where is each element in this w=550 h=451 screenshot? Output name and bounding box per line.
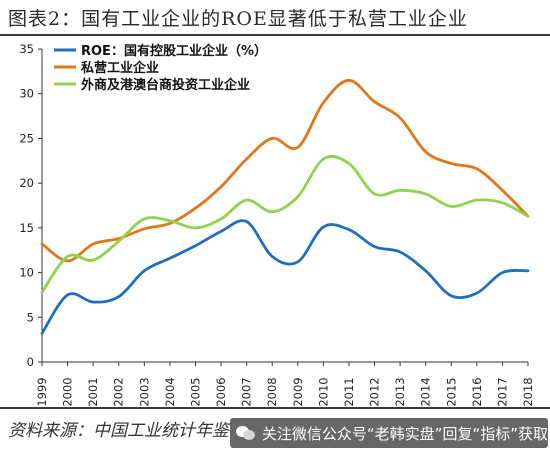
y-tick-label: 30 [19,87,34,101]
x-tick-label: 2006 [214,377,228,406]
y-tick-label: 35 [19,42,34,56]
y-tick-label: 10 [19,266,34,280]
y-tick-label: 0 [27,355,34,369]
x-tick-label: 2009 [291,377,305,406]
x-tick-label: 2007 [240,377,254,406]
title-divider [0,34,550,36]
y-tick-label: 5 [27,310,34,324]
x-tick-label: 2000 [61,377,75,406]
chart-title: 图表2：国有工业企业的ROE显著低于私营工业企业 [8,8,468,30]
legend-label-2: 私营工业企业 [81,60,159,76]
footer-divider [0,407,550,409]
watermark-banner: 关注微信公众号“老韩实盘”回复“指标”获取 [230,418,548,448]
legend-label-3: 外商及港澳台商投资工业企业 [80,77,250,93]
x-tick-label: 2017 [495,377,509,406]
x-tick-label: 2005 [188,377,202,406]
x-tick-label: 2016 [470,377,484,406]
x-tick-label: 1999 [35,377,49,406]
source-note: 资料来源：中国工业统计年鉴 [8,421,229,441]
series-line-3 [40,155,530,294]
x-tick-label: 2014 [419,377,433,406]
series-line-2 [40,78,530,263]
y-tick-label: 20 [19,176,34,190]
x-tick-label: 2012 [368,377,382,406]
x-tick-label: 2015 [444,377,458,406]
x-tick-label: 2004 [163,377,177,406]
line-chart: 0 5 10 15 20 25 30 35 1999 2000 2001 2002 2003 2004 20… [19,42,535,406]
x-tick-label: 2010 [316,377,330,406]
x-tick-label: 2002 [112,377,126,406]
watermark-text: 关注微信公众号“老韩实盘”回复“指标”获取 [261,424,548,443]
wechat-icon [236,425,255,441]
y-tick-label: 15 [19,221,34,235]
x-tick-label: 2011 [342,377,356,406]
x-tick-label: 2008 [265,377,279,406]
series-line-1 [40,219,530,335]
x-tick-label: 2018 [521,377,535,406]
x-tick-label: 2013 [393,377,407,406]
y-tick-label: 25 [19,131,34,145]
chart-series [40,78,530,335]
chart-axes: 0 5 10 15 20 25 30 35 1999 2000 2001 2002 2003 2004 20… [19,42,535,406]
x-tick-label: 2003 [137,377,151,406]
x-tick-label: 2001 [86,377,100,406]
legend-label-1: ROE：国有控股工业企业（%） [81,43,267,59]
